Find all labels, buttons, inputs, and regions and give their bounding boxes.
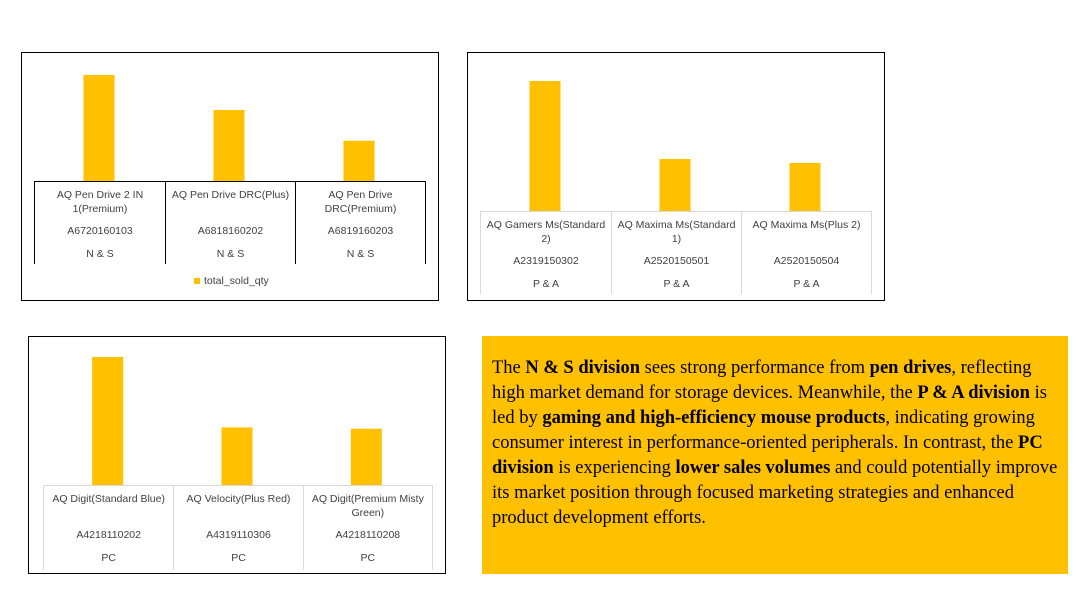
- product-code: A6720160103: [67, 225, 133, 237]
- category-label: AQ Velocity(Plus Red): [186, 493, 291, 505]
- chart-3-category: AQ Velocity(Plus Red) A4319110306 PC: [173, 486, 302, 570]
- division-label: PC: [360, 552, 376, 564]
- category-label: AQ Pen Drive DRC(Premium): [324, 189, 397, 215]
- bar-1: [529, 81, 561, 211]
- product-code: A6819160203: [327, 225, 394, 237]
- chart-1-category: AQ Pen Drive DRC(Premium) A6819160203 N …: [295, 182, 425, 264]
- division-label: P & A: [793, 278, 820, 290]
- chart-ns-division: AQ Pen Drive 2 IN 1(Premium) A6720160103…: [21, 52, 439, 301]
- chart-2-category: AQ Gamers Ms(Standard 2) A2319150302 P &…: [481, 212, 611, 294]
- note-text: , indicating growing consumer interest i…: [492, 408, 1035, 453]
- product-code: A2319150302: [513, 255, 579, 267]
- chart-1-legend: total_sold_qty: [194, 275, 269, 287]
- legend-label: total_sold_qty: [204, 275, 269, 287]
- bar-2: [659, 159, 691, 211]
- bar-1: [92, 357, 124, 485]
- chart-2-category: AQ Maxima Ms(Plus 2) A2520150504 P & A: [741, 212, 871, 294]
- category-label: AQ Digit(Premium Misty Green): [311, 493, 424, 519]
- division-label: N & S: [346, 248, 375, 260]
- division-label: N & S: [86, 248, 114, 260]
- bar-3: [350, 428, 382, 485]
- note-bold: pen drives: [869, 358, 952, 378]
- division-label: P & A: [532, 278, 560, 290]
- chart-2-plot: [529, 81, 821, 211]
- chart-1-plot: [83, 75, 375, 181]
- chart-pc-division: AQ Digit(Standard Blue) A4218110202 PC A…: [28, 336, 446, 574]
- category-label: AQ Maxima Ms(Plus 2): [752, 219, 861, 231]
- chart-1-axis-table: AQ Pen Drive 2 IN 1(Premium) A6720160103…: [34, 181, 426, 264]
- note-bold: P & A division: [917, 383, 1030, 403]
- bar-1: [83, 75, 115, 181]
- chart-2-axis-table: AQ Gamers Ms(Standard 2) A2319150302 P &…: [480, 211, 872, 294]
- chart-3-category: AQ Digit(Standard Blue) A4218110202 PC: [44, 486, 173, 570]
- division-label: PC: [101, 552, 116, 564]
- division-label: N & S: [216, 248, 245, 260]
- category-label: AQ Pen Drive DRC(Plus): [171, 189, 290, 201]
- product-code: A4319110306: [206, 529, 271, 541]
- legend-swatch: [194, 278, 200, 284]
- category-label: AQ Pen Drive 2 IN 1(Premium): [56, 189, 144, 215]
- note-bold: N & S division: [525, 358, 641, 378]
- chart-2-category: AQ Maxima Ms(Standard 1) A2520150501 P &…: [611, 212, 741, 294]
- note-bold: gaming and high-efficiency mouse product…: [542, 408, 886, 428]
- chart-3-axis-table: AQ Digit(Standard Blue) A4218110202 PC A…: [43, 485, 433, 570]
- product-code: A2520150504: [773, 255, 840, 267]
- category-label: AQ Gamers Ms(Standard 2): [486, 219, 606, 245]
- product-code: A4218110208: [335, 529, 401, 541]
- division-label: PC: [231, 552, 246, 564]
- chart-1-category: AQ Pen Drive 2 IN 1(Premium) A6720160103…: [35, 182, 165, 264]
- bar-3: [789, 162, 821, 211]
- division-label: P & A: [663, 278, 690, 290]
- bar-2: [213, 109, 245, 181]
- note-text: , reflecting high market demand for stor…: [492, 358, 1032, 403]
- note-bold: PC division: [492, 433, 1043, 478]
- bar-2: [221, 427, 253, 485]
- note-text: sees strong performance from: [640, 358, 870, 378]
- note-text: The: [492, 358, 526, 378]
- note-text: is experiencing: [553, 458, 676, 478]
- product-code: A2520150501: [643, 255, 710, 267]
- category-label: AQ Digit(Standard Blue): [52, 493, 165, 505]
- bar-3: [343, 140, 375, 181]
- chart-3-plot: [92, 357, 382, 485]
- note-text: and could potentially improve its market…: [492, 458, 1058, 528]
- chart-3-category: AQ Digit(Premium Misty Green) A421811020…: [302, 486, 432, 570]
- note-text: is led by: [492, 383, 1047, 428]
- chart-1-category: AQ Pen Drive DRC(Plus) A6818160202 N & S: [165, 182, 295, 264]
- note-bold: lower sales volumes: [675, 458, 831, 478]
- chart-pa-division: AQ Gamers Ms(Standard 2) A2319150302 P &…: [467, 52, 885, 301]
- product-code: A4218110202: [76, 529, 141, 541]
- insight-note: The N & S division sees strong performan…: [482, 336, 1068, 574]
- category-label: AQ Maxima Ms(Standard 1): [617, 219, 736, 245]
- product-code: A6818160202: [197, 225, 264, 237]
